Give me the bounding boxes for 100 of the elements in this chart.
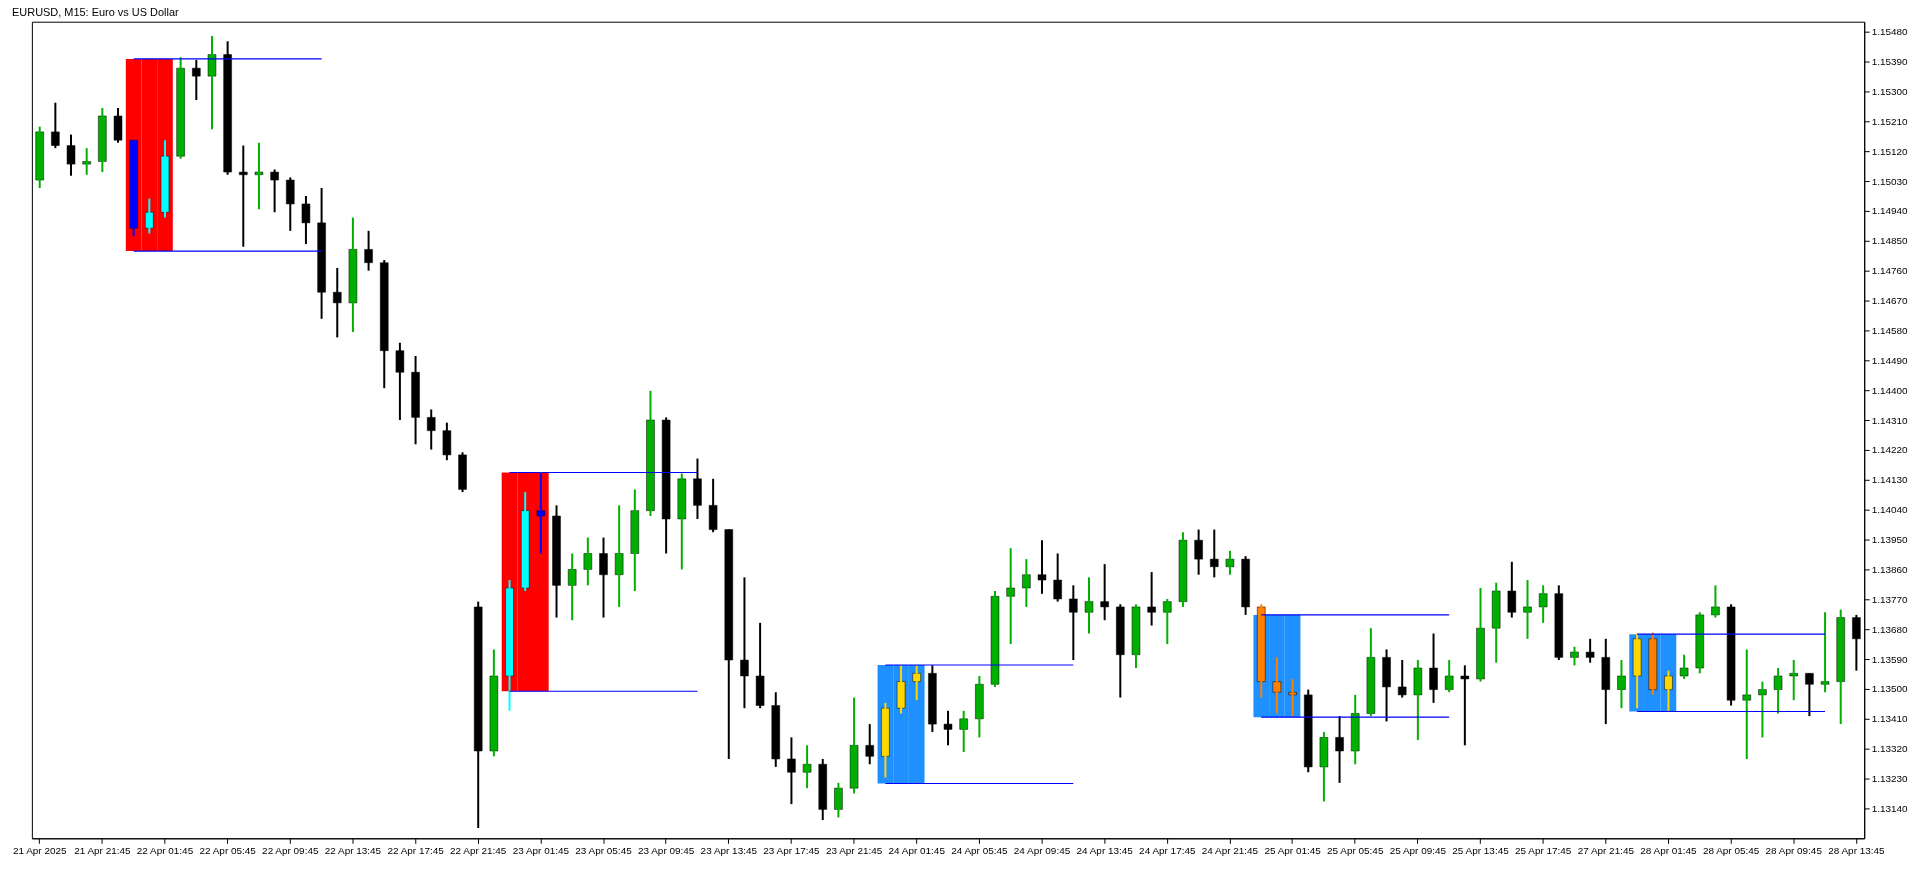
x-tick-label: 28 Apr 13:45 <box>1828 844 1886 856</box>
candlestick <box>1084 576 1094 635</box>
x-tick-label: 23 Apr 17:45 <box>763 844 821 856</box>
y-tick-label: 1.14940 <box>1871 205 1909 217</box>
candlestick <box>1711 584 1720 619</box>
x-tick-label: 24 Apr 09:45 <box>1013 844 1071 856</box>
candlestick <box>1053 552 1062 603</box>
y-tick-label: 1.13410 <box>1871 713 1909 725</box>
candlestick <box>1069 584 1078 662</box>
x-tick-label: 21 Apr 21:45 <box>74 844 131 856</box>
y-tick-label: 1.13500 <box>1871 683 1909 695</box>
candlestick <box>395 341 405 422</box>
chart-title: EURUSD, M15: Euro vs US Dollar <box>12 5 179 18</box>
y-tick-label: 1.14040 <box>1871 504 1909 516</box>
candlestick <box>1366 627 1376 718</box>
y-tick-label: 1.15390 <box>1871 56 1909 68</box>
candlestick <box>1773 667 1783 715</box>
candlestick <box>755 621 765 710</box>
candlestick <box>536 471 546 555</box>
x-tick-label: 25 Apr 17:45 <box>1514 844 1572 856</box>
candlestick <box>1820 611 1830 694</box>
candlestick <box>239 144 248 248</box>
candlestick <box>802 744 812 790</box>
x-tick-label: 23 Apr 13:45 <box>700 844 758 856</box>
candlestick <box>348 216 358 334</box>
candlestick <box>1319 731 1329 803</box>
y-tick-label: 1.15480 <box>1871 26 1909 38</box>
candlestick <box>442 421 452 462</box>
x-tick-label: 23 Apr 21:45 <box>825 844 883 856</box>
candlestick <box>1789 659 1798 702</box>
y-tick-label: 1.15120 <box>1871 145 1909 157</box>
y-tick-label: 1.14760 <box>1871 265 1909 277</box>
y-tick-label: 1.14580 <box>1871 324 1909 336</box>
candlestick <box>270 168 279 214</box>
candlestick <box>1100 563 1109 622</box>
y-tick-label: 1.13230 <box>1871 773 1909 785</box>
x-tick-label: 25 Apr 09:45 <box>1389 844 1447 856</box>
candlestick <box>1210 528 1219 579</box>
y-tick-label: 1.15210 <box>1871 115 1909 127</box>
y-tick-label: 1.14850 <box>1871 235 1909 247</box>
y-tick-label: 1.14220 <box>1871 444 1909 456</box>
x-tick-label: 28 Apr 01:45 <box>1640 844 1698 856</box>
candlestick <box>66 133 76 177</box>
x-tick-label: 22 Apr 05:45 <box>199 844 257 856</box>
candlestick <box>1570 645 1579 667</box>
candlestick <box>301 194 311 246</box>
candlestick <box>1726 603 1736 707</box>
x-tick-label: 24 Apr 13:45 <box>1076 844 1134 856</box>
candlestick <box>1272 656 1282 715</box>
x-tick-label: 23 Apr 05:45 <box>575 844 633 856</box>
x-tick-label: 28 Apr 05:45 <box>1702 844 1760 856</box>
x-tick-label: 21 Apr 2025 <box>12 844 67 856</box>
x-tick-label: 22 Apr 09:45 <box>262 844 319 856</box>
candlestick <box>1413 659 1423 742</box>
y-tick-label: 1.13950 <box>1871 534 1909 546</box>
x-tick-label: 24 Apr 05:45 <box>951 844 1009 856</box>
candlestick <box>1585 637 1595 664</box>
y-tick-label: 1.14670 <box>1871 295 1909 307</box>
candlestick <box>82 147 91 176</box>
candlestick <box>254 141 264 211</box>
candlestick <box>1288 677 1297 718</box>
candlestick <box>113 107 123 144</box>
y-tick-label: 1.15300 <box>1871 85 1909 97</box>
candlestick <box>1397 659 1407 699</box>
y-tick-label: 1.13590 <box>1871 653 1909 665</box>
candlestick <box>1037 539 1047 595</box>
y-tick-label: 1.13320 <box>1871 743 1909 755</box>
y-tick-label: 1.13770 <box>1871 593 1909 605</box>
x-tick-label: 24 Apr 01:45 <box>888 844 946 856</box>
y-tick-label: 1.13140 <box>1871 802 1909 814</box>
candlestick <box>1225 549 1235 576</box>
candlestick <box>1022 558 1031 608</box>
candlestick <box>1147 571 1156 627</box>
candlestick <box>896 664 906 715</box>
x-tick-label: 23 Apr 09:45 <box>637 844 695 856</box>
candlestick <box>1523 579 1532 640</box>
candlestick <box>489 648 499 758</box>
candlestick <box>1460 664 1470 747</box>
candlestick <box>1131 603 1141 670</box>
y-tick-label: 1.13680 <box>1871 623 1909 635</box>
x-tick-label: 28 Apr 09:45 <box>1765 844 1823 856</box>
candlestick <box>1758 680 1767 739</box>
x-tick-label: 22 Apr 17:45 <box>387 844 445 856</box>
candlestick <box>787 736 796 806</box>
x-tick-label: 25 Apr 13:45 <box>1452 844 1510 856</box>
y-tick-label: 1.15030 <box>1871 175 1909 187</box>
candlestick <box>1178 531 1188 608</box>
candlestick <box>207 34 217 131</box>
candlestick <box>943 709 953 747</box>
candlestick <box>708 477 718 534</box>
y-tick-label: 1.14490 <box>1871 354 1909 366</box>
candlestick <box>740 576 749 710</box>
candlestick <box>160 139 170 219</box>
y-tick-label: 1.14400 <box>1871 384 1909 396</box>
x-tick-label: 22 Apr 21:45 <box>450 844 507 856</box>
x-tick-label: 23 Apr 01:45 <box>512 844 570 856</box>
y-tick-label: 1.13860 <box>1871 563 1909 575</box>
candlestick <box>990 590 1000 688</box>
y-tick-label: 1.14310 <box>1871 414 1909 426</box>
x-tick-label: 24 Apr 21:45 <box>1201 844 1259 856</box>
